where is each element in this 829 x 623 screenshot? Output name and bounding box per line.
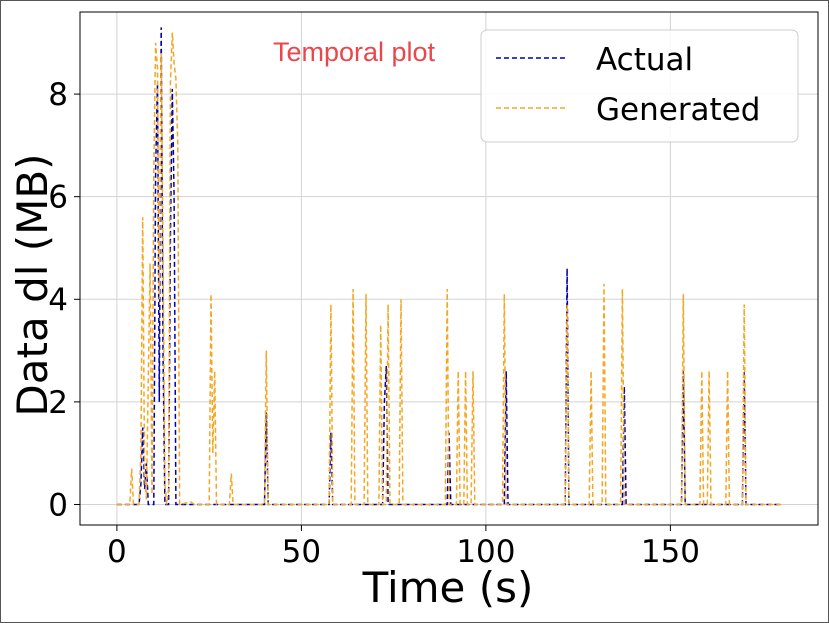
y-tick-label: 2 [48,385,68,421]
x-tick-label: 150 [641,534,700,570]
x-tick-label: 100 [456,534,515,570]
series-line-generated [116,32,782,506]
x-tick-label: 50 [282,534,321,570]
legend-label-generated: Generated [596,92,760,128]
legend: Actual Generated [480,29,799,143]
x-tick-label: 0 [107,534,127,570]
legend-label-actual: Actual [596,42,693,78]
y-tick-label: 6 [48,180,68,216]
y-tick-label: 0 [48,487,68,523]
y-axis-label: Data dl (MB) [8,153,57,416]
x-axis-label: Time (s) [362,563,534,612]
y-tick-label: 8 [48,77,68,113]
y-tick-labels: 0 2 4 6 8 [48,77,80,523]
y-tick-label: 4 [48,282,68,318]
plot-lines [116,27,782,506]
x-tick-labels: 0 50 100 150 [107,525,700,570]
plot-area-border [79,11,819,526]
chart-annotation: Temporal plot [273,37,436,67]
